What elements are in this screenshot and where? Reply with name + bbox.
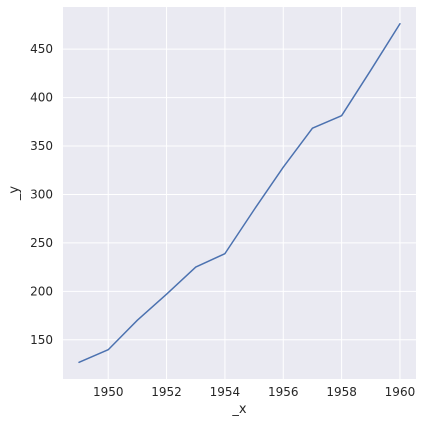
y-tick-label: 450 — [30, 42, 53, 56]
x-tick-label: 1958 — [326, 385, 357, 399]
grid-lines — [63, 7, 416, 379]
x-tick-label: 1960 — [385, 385, 416, 399]
series-layer — [78, 23, 401, 364]
plot-area — [63, 7, 416, 379]
series-line — [78, 23, 401, 364]
y-tick-label: 300 — [30, 187, 53, 201]
x-tick-label: 1956 — [268, 385, 299, 399]
y-tick-label: 250 — [30, 236, 53, 250]
y-axis-label: _y — [7, 186, 22, 202]
x-axis-label: _x — [231, 402, 247, 417]
x-tick-label: 1950 — [93, 385, 124, 399]
y-tick-label: 400 — [30, 91, 53, 105]
x-tick-label: 1954 — [210, 385, 241, 399]
y-tick-label: 200 — [30, 284, 53, 298]
tick-labels: 1950 1952 1954 1956 1958 1960 150 200 250 300 350 4… — [30, 42, 415, 399]
y-tick-label: 150 — [30, 333, 53, 347]
x-tick-label: 1952 — [151, 385, 182, 399]
y-tick-label: 350 — [30, 139, 53, 153]
